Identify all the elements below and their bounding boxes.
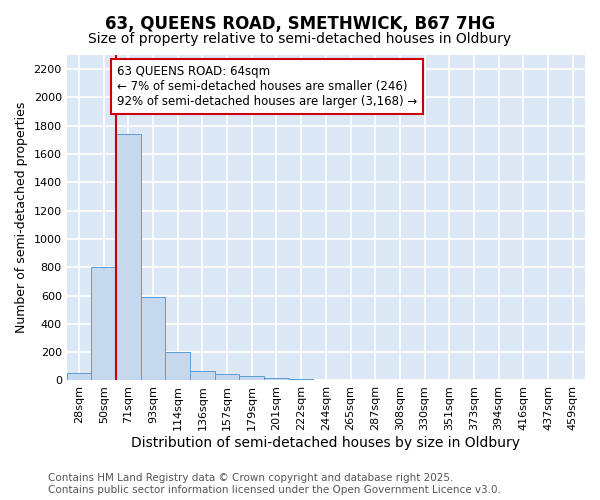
Bar [239, 376, 264, 380]
Bar [166, 352, 190, 380]
Y-axis label: Number of semi-detached properties: Number of semi-detached properties [15, 102, 28, 334]
Text: Contains HM Land Registry data © Crown copyright and database right 2025.
Contai: Contains HM Land Registry data © Crown c… [48, 474, 501, 495]
Bar [190, 372, 215, 380]
Bar [141, 297, 166, 380]
X-axis label: Distribution of semi-detached houses by size in Oldbury: Distribution of semi-detached houses by … [131, 436, 520, 450]
Bar [67, 374, 91, 380]
Bar [289, 379, 313, 380]
Bar [264, 378, 289, 380]
Bar [215, 374, 239, 380]
Text: 63, QUEENS ROAD, SMETHWICK, B67 7HG: 63, QUEENS ROAD, SMETHWICK, B67 7HG [105, 15, 495, 33]
Bar [91, 268, 116, 380]
Text: 63 QUEENS ROAD: 64sqm
← 7% of semi-detached houses are smaller (246)
92% of semi: 63 QUEENS ROAD: 64sqm ← 7% of semi-detac… [117, 65, 418, 108]
Bar [116, 134, 141, 380]
Text: Size of property relative to semi-detached houses in Oldbury: Size of property relative to semi-detach… [88, 32, 512, 46]
